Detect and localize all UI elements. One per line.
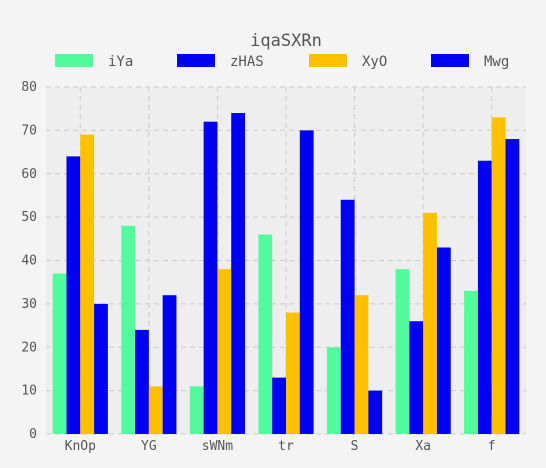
bar-zHAS-sWNm (203, 121, 218, 434)
x-tick-label: S (351, 439, 359, 454)
bar-XyO-S (354, 295, 369, 434)
legend-label: XyO (362, 54, 387, 70)
bar-zHAS-f (477, 160, 492, 435)
bar-Mwg-KnOp (94, 303, 108, 434)
legend-swatch (309, 54, 347, 67)
bar-zHAS-KnOp (66, 156, 81, 434)
bar-iYa-f (464, 290, 478, 434)
y-tick-label: 30 (21, 297, 37, 312)
bar-Mwg-sWNm (231, 113, 246, 435)
legend-swatch (431, 54, 469, 67)
y-tick-label: 80 (21, 80, 37, 95)
y-tick-label: 50 (21, 210, 37, 225)
bar-Mwg-YG (162, 295, 177, 434)
legend-label: zHAS (230, 54, 264, 70)
bar-zHAS-Xa (409, 321, 424, 434)
legend-label: iYa (108, 54, 133, 70)
y-tick-label: 70 (21, 123, 37, 138)
legend-swatch (177, 54, 215, 67)
bar-Mwg-f (505, 139, 520, 435)
bar-XyO-KnOp (80, 134, 95, 434)
axes: 0 10 20 30 40 50 60 70 80 KnOp YG sWNm tr S Xa f (21, 80, 495, 454)
bar-XyO-YG (148, 386, 163, 434)
y-tick-label: 40 (21, 254, 37, 269)
y-tick-label: 60 (21, 167, 37, 182)
y-tick-label: 0 (29, 427, 37, 442)
bar-Mwg-S (368, 390, 383, 434)
bar-XyO-sWNm (217, 269, 232, 434)
legend-swatch (55, 54, 93, 67)
bar-Mwg-tr (299, 130, 314, 434)
x-tick-label: KnOp (65, 439, 96, 454)
bar-Mwg-Xa (436, 247, 451, 434)
bar-XyO-Xa (423, 212, 437, 434)
x-tick-label: YG (141, 439, 157, 454)
bar-XyO-tr (286, 312, 300, 434)
bar-iYa-tr (258, 234, 273, 434)
y-tick-label: 10 (21, 384, 37, 399)
chart-title: iqaSXRn (250, 31, 322, 51)
bar-zHAS-S (340, 199, 355, 434)
x-tick-label: Xa (415, 439, 431, 454)
x-tick-label: sWNm (202, 439, 233, 454)
bar-iYa-S (326, 347, 341, 434)
bar-zHAS-tr (272, 377, 286, 434)
bar-XyO-f (491, 117, 506, 435)
bar-iYa-KnOp (52, 273, 67, 434)
legend-label: Mwg (484, 54, 509, 70)
bar-iYa-sWNm (189, 386, 204, 434)
legend: iYa zHAS XyO Mwg (55, 54, 509, 70)
bar-iYa-Xa (395, 269, 410, 434)
bar-zHAS-YG (135, 329, 149, 434)
x-tick-label: tr (278, 439, 294, 454)
bars (52, 113, 520, 435)
y-tick-label: 20 (21, 340, 37, 355)
bar-iYa-YG (121, 225, 136, 434)
x-tick-label: f (488, 439, 496, 454)
